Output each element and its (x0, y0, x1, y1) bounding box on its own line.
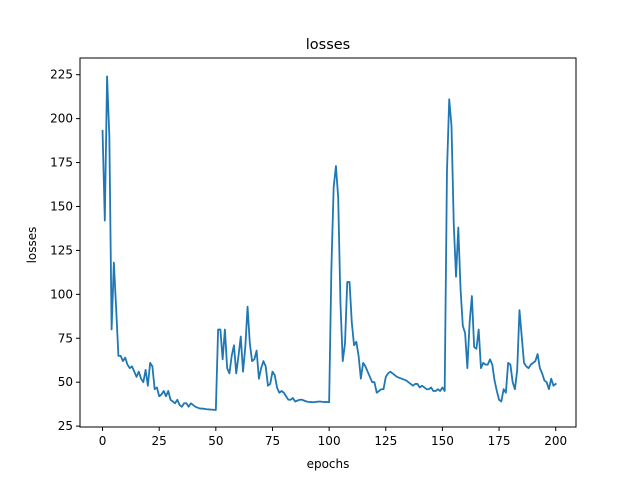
y-tick-label: 25 (58, 419, 73, 433)
y-tick-label: 75 (58, 331, 73, 345)
x-tick-label: 50 (208, 434, 223, 448)
x-tick-label: 125 (374, 434, 397, 448)
x-axis-label: epochs (307, 457, 350, 471)
x-tick-label: 200 (544, 434, 567, 448)
chart-title: losses (306, 37, 350, 53)
y-tick-label: 125 (50, 243, 73, 257)
y-axis-label: losses (25, 227, 39, 264)
y-tick-label: 100 (50, 287, 73, 301)
y-tick-label: 175 (50, 156, 73, 170)
x-tick-label: 175 (488, 434, 511, 448)
x-tick-label: 100 (318, 434, 341, 448)
x-tick-label: 0 (99, 434, 107, 448)
x-tick-label: 75 (265, 434, 280, 448)
y-tick-label: 150 (50, 199, 73, 213)
x-tick-label: 25 (152, 434, 167, 448)
x-tick-label: 150 (431, 434, 454, 448)
y-tick-label: 200 (50, 112, 73, 126)
y-tick-label: 50 (58, 375, 73, 389)
y-tick-label: 225 (50, 68, 73, 82)
series-line-0 (101, 75, 557, 411)
axes-frame (79, 57, 577, 428)
plot-area: 0 25 50 75 100 125 150 175 200 25 50 75 100 125 150 175… (50, 57, 577, 448)
